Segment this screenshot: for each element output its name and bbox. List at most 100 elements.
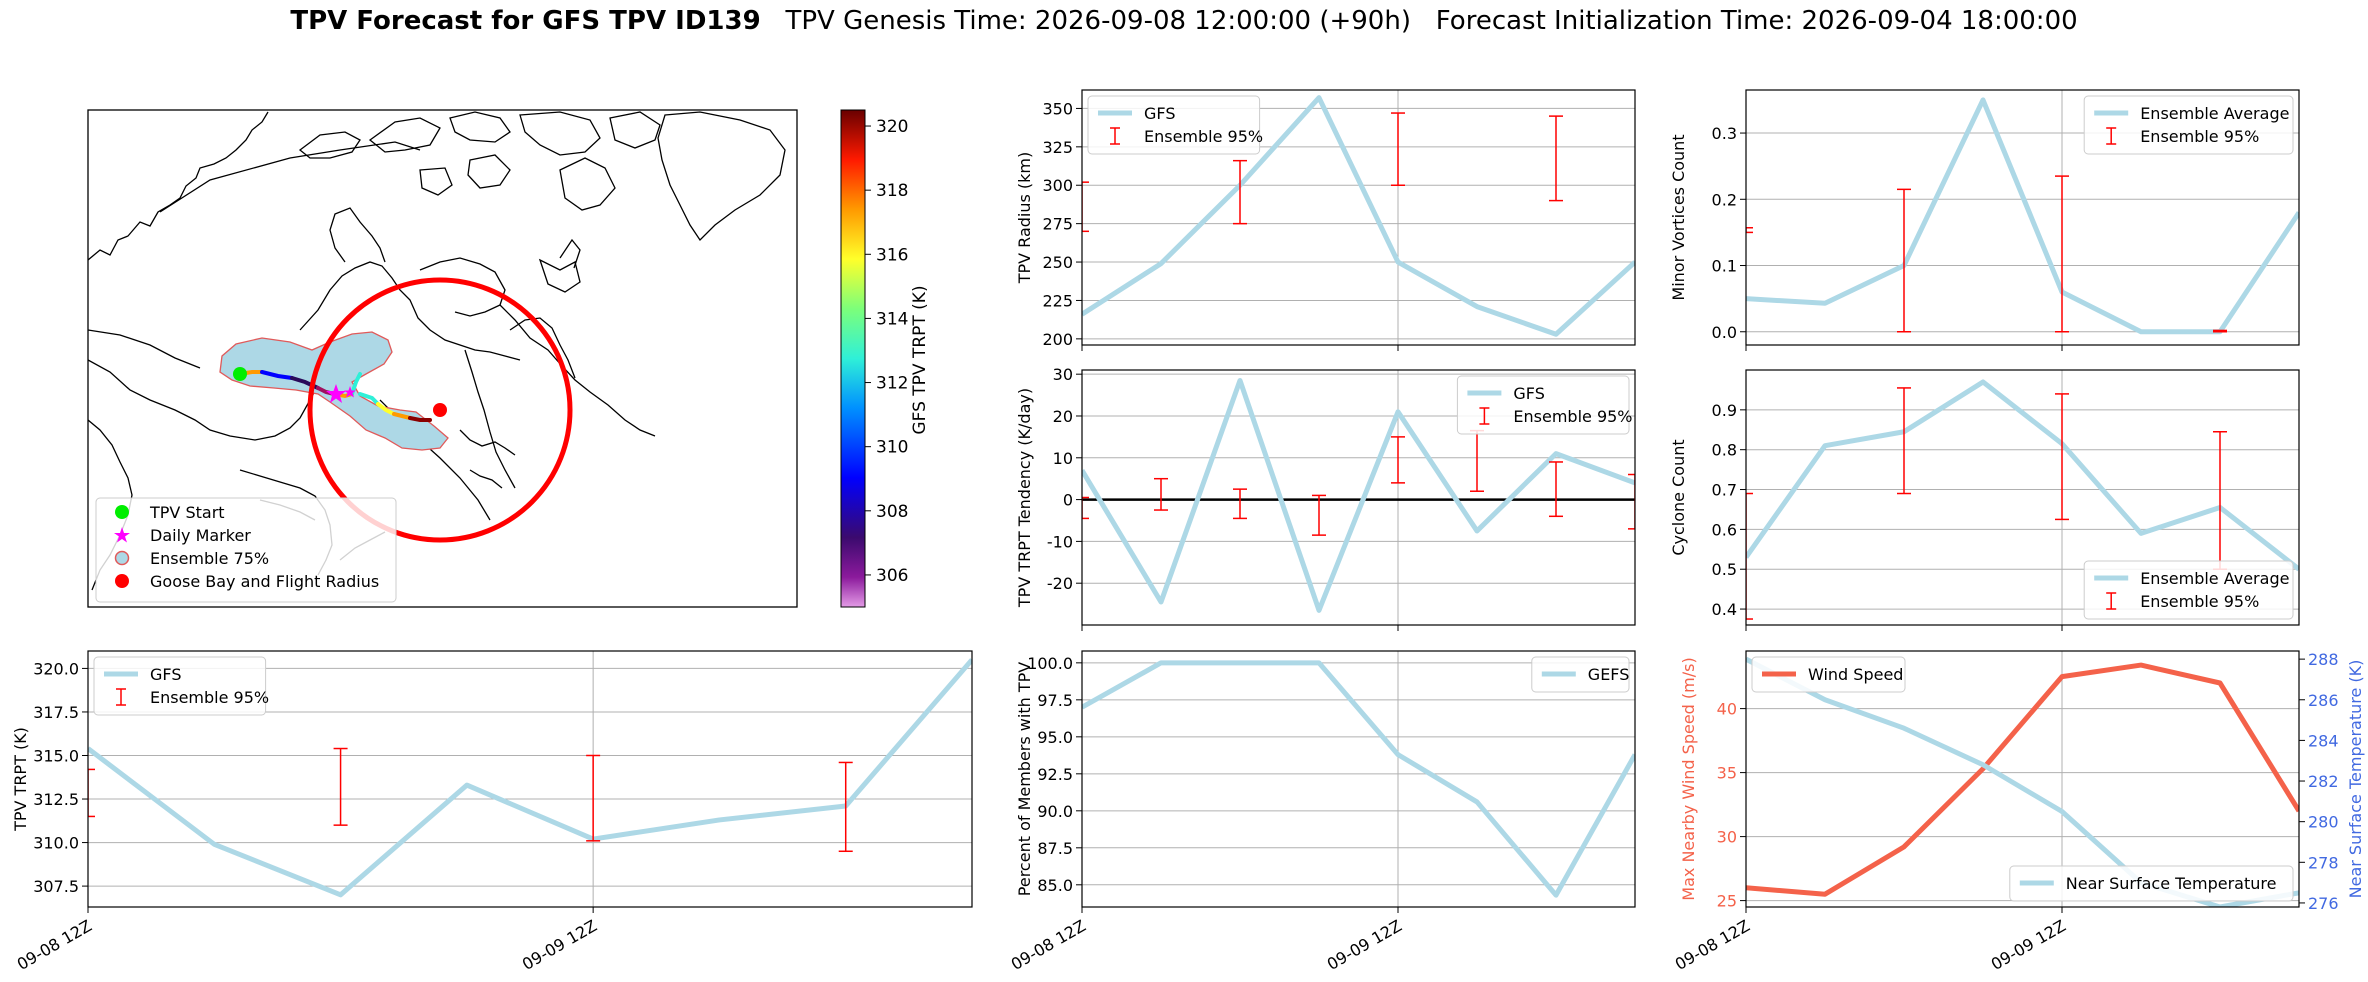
y-tick-label: 307.5	[33, 877, 79, 896]
chart-panel-members: 85.0 87.5 90.0 92.5 95.0 97.5 100.0 09-08 12Z 09…	[1008, 650, 1636, 974]
map-panel: TPV Start Daily Marker Ensemble 75% Goos…	[87, 109, 930, 608]
chart-legend: Near Surface Temperature	[2009, 865, 2294, 902]
y-tick-label: 225	[1042, 291, 1073, 310]
series-line	[1746, 97, 2299, 335]
x-tick-label: 09-09 12Z	[1324, 916, 1405, 974]
y-tick-label-right: 282	[2308, 772, 2339, 791]
goose-bay-flight-radius	[307, 277, 573, 543]
chart-legend: Ensemble Average Ensemble 95%	[2083, 560, 2294, 620]
y-tick-label-right: 284	[2308, 731, 2339, 750]
x-tick-label: 09-09 12Z	[1988, 916, 2069, 974]
y-tick-label: 10	[1053, 449, 1073, 468]
y-tick-label: 0.2	[1712, 190, 1737, 209]
legend-star-icon	[114, 527, 130, 543]
y-tick-label: 200	[1042, 330, 1073, 349]
colorbar-tick-label: 318	[876, 181, 908, 201]
title-main: TPV Forecast for GFS TPV ID139	[290, 6, 761, 36]
legend-frame	[2083, 560, 2294, 620]
chart-panel-radius: 200 225 250 275 300 325 350 GFS Ensemble 95% TPV …	[1015, 89, 1636, 351]
legend-label: GEFS	[1588, 665, 1630, 684]
plot-frame	[1745, 89, 2300, 346]
legend-goose-icon	[115, 574, 129, 588]
plot-frame	[1081, 89, 1636, 346]
y-tick-label: 0.1	[1712, 257, 1737, 276]
plot-frame	[1745, 369, 2300, 626]
legend-start-icon	[115, 505, 129, 519]
y-tick-label: 40	[1717, 700, 1737, 719]
y-tick-label: 350	[1042, 99, 1073, 118]
series-line	[1746, 379, 2299, 572]
y-axis-label: TPV TRPT Tendency (K/day)	[1015, 388, 1034, 608]
y-tick-label: 0	[1063, 491, 1073, 510]
legend-frame	[2009, 865, 2294, 902]
chart-legend: Ensemble Average Ensemble 95%	[2083, 95, 2294, 155]
chart-plot-area	[1082, 660, 1635, 898]
y-axis-label: Percent of Members with TPV	[1015, 662, 1034, 896]
chart-panel-trpt: 307.5 310.0 312.5 315.0 317.5 320.0 09-08 12Z 0…	[11, 650, 973, 974]
y-tick-label: 315.0	[33, 746, 79, 765]
y-tick-label: 95.0	[1037, 728, 1073, 747]
x-tick-label: 09-08 12Z	[1008, 916, 1089, 974]
y-tick-label-right: 276	[2308, 894, 2339, 913]
y-tick-label: 87.5	[1037, 839, 1073, 858]
y-tick-label: 92.5	[1037, 765, 1073, 784]
y-tick-label-right: 286	[2308, 691, 2339, 710]
chart-plot-area	[1746, 379, 2299, 620]
legend-label: Ensemble Average	[2140, 569, 2289, 588]
plot-frame	[1081, 650, 1636, 908]
legend-label: Wind Speed	[1808, 665, 1903, 684]
y-tick-label: 300	[1042, 176, 1073, 195]
legend-frame	[1531, 656, 1630, 693]
colorbar	[840, 109, 866, 608]
legend-frame	[2083, 95, 2294, 155]
x-tick-label: 09-09 12Z	[519, 916, 600, 974]
colorbar-tick-label: 306	[876, 566, 908, 586]
chart-panel-tendency: -20 -10 0 10 20 30 GFS Ensemble 95% TPV TRPT Ten…	[1015, 365, 1636, 631]
map-legend: TPV Start Daily Marker Ensemble 75% Goos…	[95, 497, 397, 603]
y-tick-label: 0.8	[1712, 441, 1737, 460]
chart-panel-minor: 0.0 0.1 0.2 0.3 Ensemble Average Ensemble 95%…	[1669, 89, 2300, 351]
y-tick-label: 0.5	[1712, 560, 1737, 579]
y-tick-label: 310.0	[33, 834, 79, 853]
daily-marker-star	[344, 386, 356, 398]
y-tick-label: 312.5	[33, 790, 79, 809]
chart-plot-area	[1746, 656, 2299, 907]
chart-legend: Wind Speed	[1751, 656, 1906, 693]
legend-label: GFS	[150, 665, 181, 684]
colorbar-tick-label: 314	[876, 309, 908, 329]
y-axis-label: Max Nearby Wind Speed (m/s)	[1679, 657, 1698, 900]
y-tick-label: -20	[1047, 574, 1073, 593]
y-tick-label: 35	[1717, 764, 1737, 783]
y-tick-label: 320.0	[33, 659, 79, 678]
goose-bay-marker	[433, 403, 447, 417]
legend-label: Ensemble 95%	[1144, 127, 1263, 146]
tpv-start-marker	[233, 367, 247, 381]
legend-goose-label: Goose Bay and Flight Radius	[150, 572, 379, 591]
daily-marker-star	[326, 384, 346, 403]
y-axis-label: TPV TRPT (K)	[11, 727, 30, 832]
colorbar-tick-label: 308	[876, 502, 908, 522]
series-line	[1082, 95, 1635, 337]
y-axis-label-right: Near Surface Temperature (K)	[2346, 660, 2365, 899]
y-tick-label: 0.7	[1712, 481, 1737, 500]
chart-legend: GFS Ensemble 95%	[1087, 95, 1263, 155]
y-tick-label: 100.0	[1027, 654, 1073, 673]
x-tick-label: 09-08 12Z	[14, 916, 95, 974]
plot-frame	[87, 650, 973, 908]
colorbar-tick-label: 316	[876, 245, 908, 265]
legend-daily-label: Daily Marker	[150, 526, 251, 545]
legend-start-label: TPV Start	[149, 503, 225, 522]
legend-label: Near Surface Temperature	[2066, 874, 2277, 893]
chart-plot-area	[88, 658, 972, 898]
colorbar-label: GFS TPV TRPT (K)	[910, 285, 930, 434]
y-tick-label: 85.0	[1037, 876, 1073, 895]
legend-ensemble-icon	[114, 550, 130, 566]
series-line-temperature	[1746, 656, 2299, 907]
y-axis-label: TPV Radius (km)	[1015, 152, 1034, 285]
chart-legend: GFS Ensemble 95%	[93, 656, 269, 716]
legend-label: Ensemble 95%	[1513, 407, 1632, 426]
series-line-wind	[1746, 662, 2299, 897]
colorbar-tick-label: 310	[876, 438, 908, 458]
